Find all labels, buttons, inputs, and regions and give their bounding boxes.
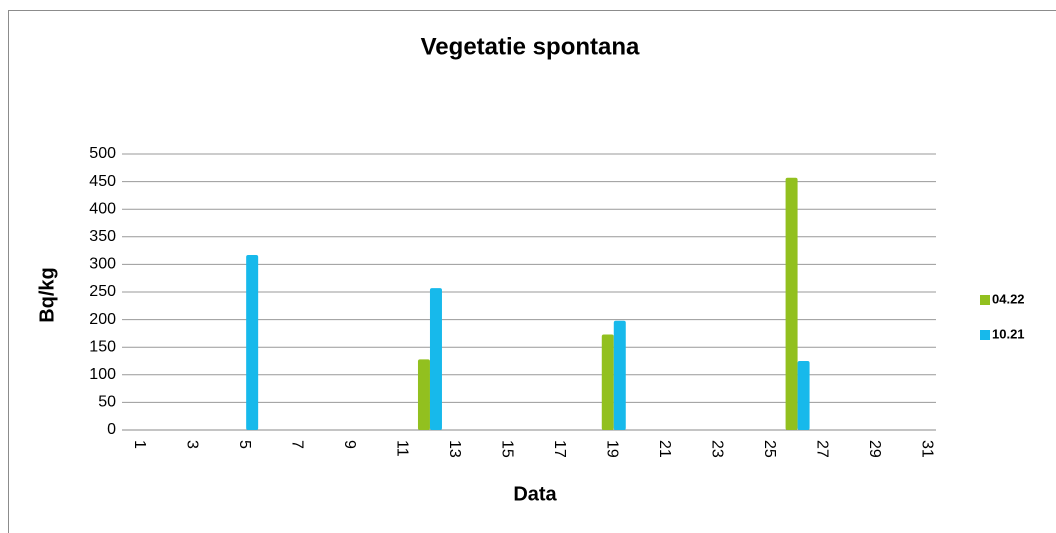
x-tick-label: 15	[499, 440, 516, 458]
y-tick-label: 450	[89, 173, 116, 190]
legend-swatch	[980, 295, 990, 305]
x-tick-label: 5	[236, 440, 253, 449]
y-tick-label: 400	[89, 200, 116, 217]
x-axis-label: Data	[513, 483, 557, 505]
x-tick-label: 11	[393, 440, 410, 457]
y-tick-label: 150	[89, 338, 116, 355]
y-tick-label: 350	[89, 228, 116, 245]
x-tick-label: 31	[919, 440, 936, 458]
bar	[613, 320, 626, 430]
y-tick-label: 250	[89, 283, 116, 300]
legend-swatch	[980, 330, 990, 340]
x-tick-label: 3	[183, 440, 200, 449]
y-tick-label: 200	[89, 311, 116, 328]
y-tick-label: 50	[98, 394, 116, 411]
x-tick-label: 7	[288, 440, 305, 449]
x-tick-label: 9	[341, 440, 358, 449]
y-axis-label: Bq/kg	[36, 267, 58, 323]
x-tick-label: 17	[551, 440, 568, 458]
x-tick-label: 25	[761, 440, 778, 458]
x-tick-label: 27	[814, 440, 831, 458]
chart-title: Vegetatie spontana	[421, 33, 640, 60]
legend-label: 10.21	[992, 326, 1025, 341]
x-tick-label: 1	[131, 440, 148, 449]
x-tick-label: 23	[709, 440, 726, 458]
bar	[601, 334, 614, 430]
bar	[429, 288, 442, 430]
y-tick-label: 500	[89, 145, 116, 162]
y-tick-label: 300	[89, 256, 116, 273]
bar	[785, 177, 798, 430]
x-tick-label: 19	[604, 440, 621, 458]
x-tick-label: 13	[446, 440, 463, 458]
chart-border	[8, 10, 1056, 533]
bar	[417, 359, 430, 430]
legend-label: 04.22	[992, 291, 1025, 306]
bar	[797, 361, 810, 430]
x-tick-label: 29	[866, 440, 883, 458]
bar	[246, 255, 259, 430]
y-tick-label: 0	[107, 421, 116, 438]
y-tick-label: 100	[89, 366, 116, 383]
x-tick-label: 21	[656, 440, 673, 458]
